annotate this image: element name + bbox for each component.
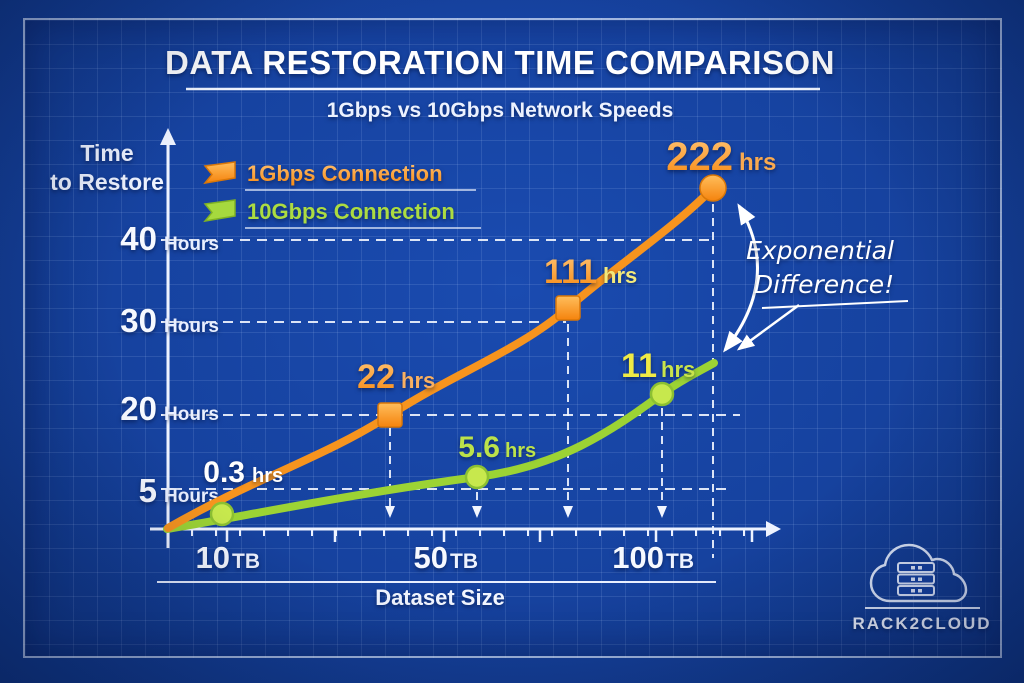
x-tick-value: 100 <box>612 540 664 575</box>
label-22hrs: 22 hrs <box>357 358 435 396</box>
label-unit: hrs <box>505 440 536 462</box>
y-tick-unit: Hours <box>164 316 219 337</box>
series-line-1gbps <box>164 186 715 532</box>
label-111hrs: 111 hrs <box>544 253 637 291</box>
brand-logo: RACK2CLOUD <box>853 543 992 633</box>
label-unit: hrs <box>661 357 695 382</box>
y-axis-labels: Time to Restore 40 Hours 30 Hours 20 Hou… <box>50 140 219 509</box>
brand-name: RACK2CLOUD <box>853 614 992 633</box>
y-tick-20: 20 Hours <box>120 390 219 427</box>
y-axis-arrow-icon <box>160 128 176 145</box>
page-title: DATA RESTORATION TIME COMPARISON <box>165 44 835 81</box>
x-axis-title: Dataset Size <box>375 585 505 610</box>
chart-header: DATA RESTORATION TIME COMPARISON 1Gbps v… <box>165 44 835 122</box>
x-axis-labels: 10 TB 50 TB 100 TB Dataset Size <box>157 540 716 610</box>
annotation-pointer-arrow-icon <box>736 303 800 351</box>
y-axis-title-line1: Time <box>80 140 133 166</box>
label-unit: hrs <box>252 465 283 487</box>
label-value: 0.3 <box>203 456 245 489</box>
label-5-6hrs: 5.6 hrs <box>458 431 536 464</box>
point-1gbps-22hrs <box>377 402 403 428</box>
y-tick-value: 20 <box>120 390 157 427</box>
x-tick-value: 50 <box>414 540 448 575</box>
legend-label-10gbps: 10Gbps Connection <box>247 199 455 224</box>
server-rack-icon <box>897 562 935 596</box>
label-11hrs: 11 hrs <box>621 347 695 385</box>
y-tick-value: 30 <box>120 302 157 339</box>
chart-legend: 1Gbps Connection 10Gbps Connection <box>203 161 481 229</box>
annotation-exponential-difference: Exponential Difference! <box>723 203 909 353</box>
annotation-line1: Exponential <box>746 236 894 265</box>
x-axis-arrow-icon <box>766 521 781 537</box>
x-tick-unit: TB <box>450 550 478 573</box>
point-10gbps-100tb <box>649 381 675 407</box>
y-tick-40: 40 Hours <box>120 220 219 257</box>
label-0-3hrs: 0.3 hrs <box>203 456 283 489</box>
h-gridlines <box>172 239 740 490</box>
v-droplines <box>389 204 714 558</box>
label-value: 11 <box>621 347 657 385</box>
axes <box>150 128 781 548</box>
label-value: 22 <box>357 358 395 396</box>
legend-flag-green-icon <box>203 199 236 223</box>
curved-double-arrow-icon <box>723 203 759 353</box>
x-tick-100tb: 100 TB <box>612 540 694 575</box>
blueprint-frame <box>23 18 1002 658</box>
legend-flag-orange-icon <box>203 161 236 185</box>
chart-subtitle: 1Gbps vs 10Gbps Network Speeds <box>327 99 674 122</box>
point-10gbps-50tb <box>464 464 490 490</box>
data-points <box>209 174 727 527</box>
legend-item-1gbps: 1Gbps Connection <box>203 161 476 191</box>
label-unit: hrs <box>739 149 776 176</box>
y-axis-title-line2: to Restore <box>50 169 164 195</box>
y-tick-5: 5 Hours <box>139 472 219 509</box>
dropline-arrowheads <box>385 506 667 518</box>
label-unit: hrs <box>401 368 435 393</box>
y-tick-value: 5 <box>139 472 157 509</box>
legend-label-1gbps: 1Gbps Connection <box>247 161 443 186</box>
x-tick-unit: TB <box>232 550 260 573</box>
x-tick-50tb: 50 TB <box>414 540 478 575</box>
label-value: 222 <box>666 135 733 179</box>
annotation-line2: Difference! <box>754 270 894 299</box>
label-value: 111 <box>544 253 597 291</box>
y-tick-30: 30 Hours <box>120 302 219 339</box>
cloud-icon <box>869 543 968 603</box>
point-1gbps-111hrs <box>555 295 581 321</box>
legend-item-10gbps: 10Gbps Connection <box>203 199 481 229</box>
label-value: 5.6 <box>458 431 500 464</box>
x-tick-10tb: 10 TB <box>196 540 260 575</box>
point-1gbps-222hrs <box>699 174 727 202</box>
x-tick-value: 10 <box>196 540 230 575</box>
y-tick-unit: Hours <box>164 234 219 255</box>
y-tick-value: 40 <box>120 220 157 257</box>
label-222hrs: 222 hrs <box>666 135 776 179</box>
x-tick-unit: TB <box>666 550 694 573</box>
data-labels: 0.3 hrs 22 hrs 5.6 hrs 111 hrs 11 hrs 22… <box>203 135 776 489</box>
annotation-underline <box>761 300 909 309</box>
point-10gbps-10tb <box>209 501 235 527</box>
y-tick-unit: Hours <box>164 486 219 507</box>
y-axis-ticks <box>161 239 174 490</box>
x-axis-minor-ticks <box>191 529 745 536</box>
x-axis-major-ticks <box>225 529 754 542</box>
y-tick-unit: Hours <box>164 404 219 425</box>
label-unit: hrs <box>603 263 637 288</box>
